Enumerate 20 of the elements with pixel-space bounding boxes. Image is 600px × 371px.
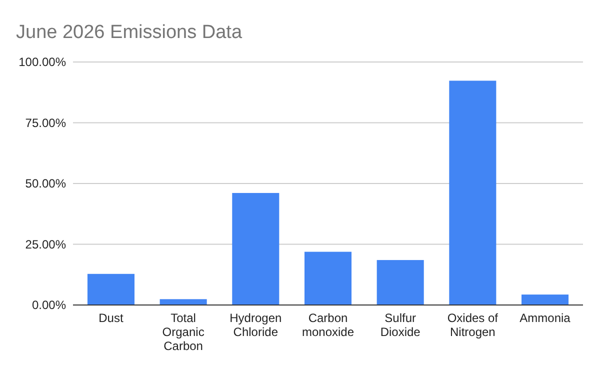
x-tick-label: Hydrogen Chloride (230, 311, 282, 339)
y-tick-label: 0.00% (32, 298, 66, 312)
bar (232, 192, 280, 305)
y-tick-label: 50.00% (25, 176, 66, 191)
bar (522, 294, 569, 305)
x-tick-label: Total Organic Carbon (162, 311, 204, 353)
bar (376, 260, 424, 305)
x-tick-label: Sulfur Dioxide (380, 311, 421, 339)
x-tick-label: Carbon monoxide (302, 311, 354, 339)
chart-title: June 2026 Emissions Data (16, 22, 242, 43)
y-tick-label: 25.00% (25, 237, 66, 252)
y-tick-label: 75.00% (25, 116, 66, 130)
x-tick-label: Dust (98, 311, 124, 325)
bar (160, 299, 207, 305)
bar (449, 80, 496, 305)
bar (87, 274, 134, 305)
x-tick-label: Oxides of Nitrogen (447, 311, 499, 339)
y-tick-label: 100.00% (18, 55, 66, 70)
bar (304, 252, 352, 305)
x-tick-label: Ammonia (520, 311, 571, 325)
